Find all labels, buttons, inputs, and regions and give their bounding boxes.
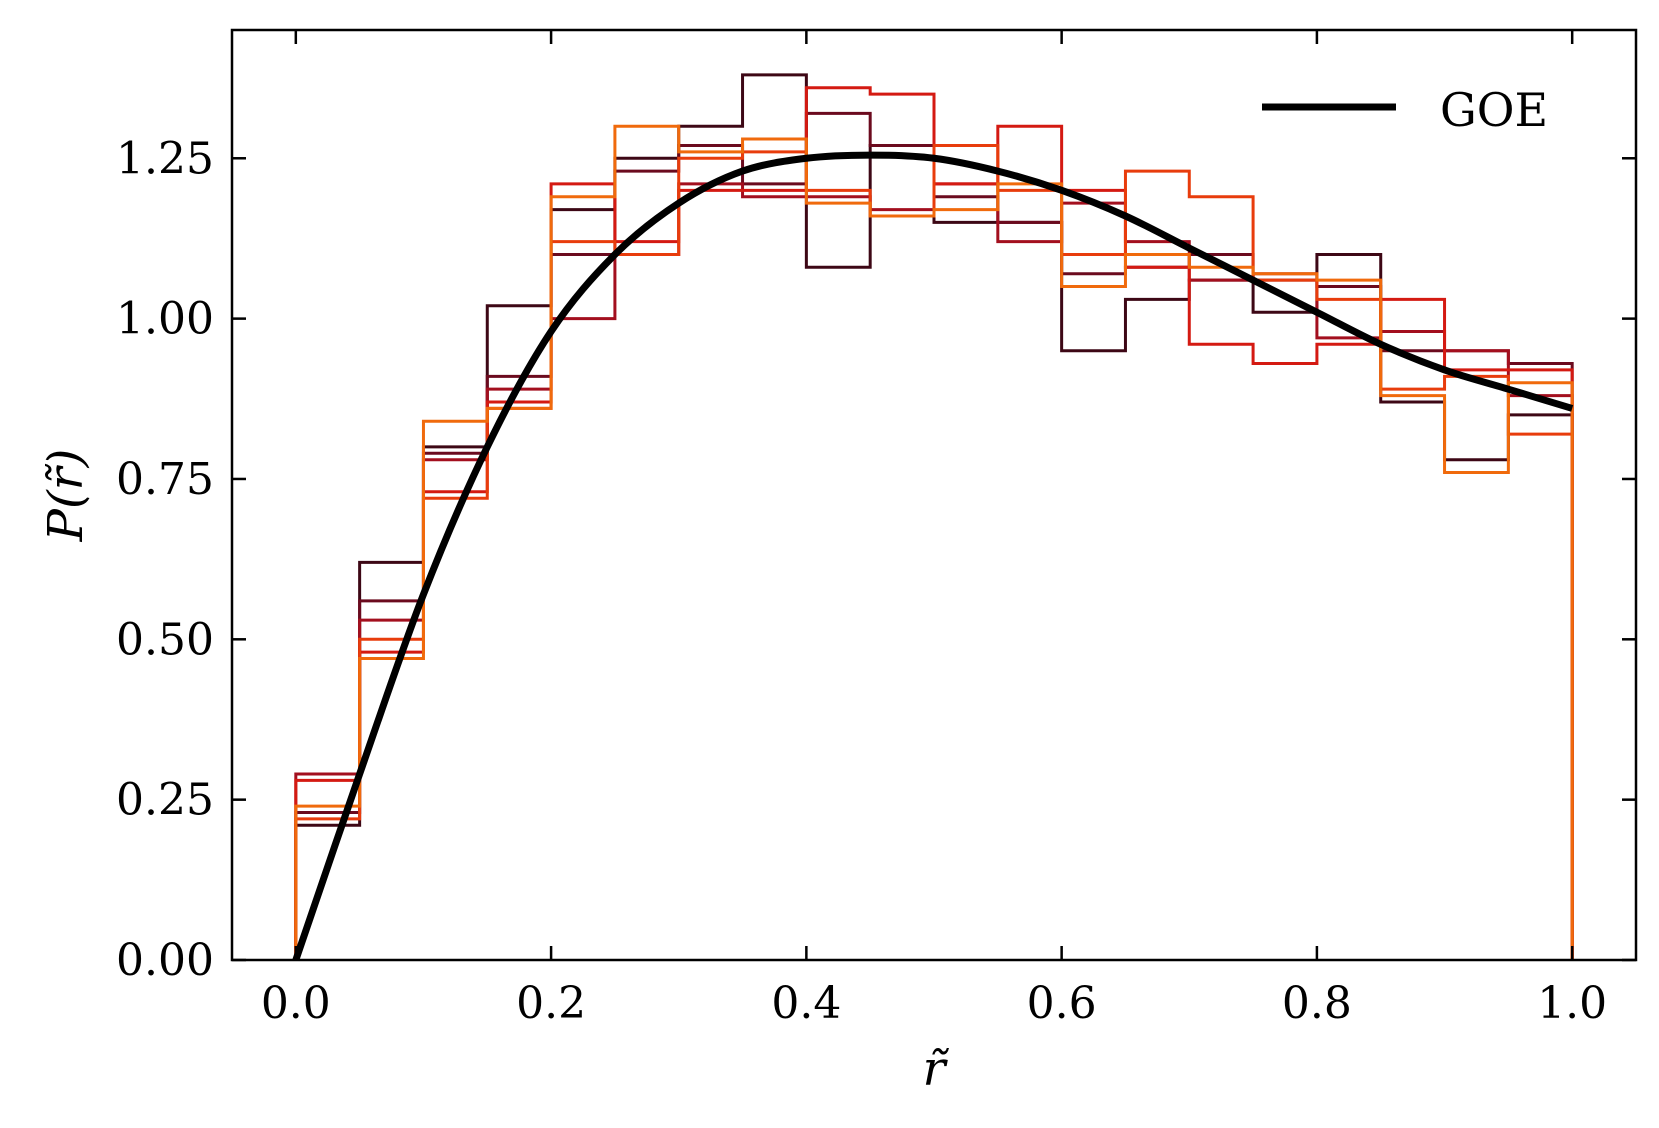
legend: GOE — [1262, 83, 1548, 137]
y-tick-label: 0.00 — [116, 935, 214, 986]
x-tick-label: 0.2 — [516, 978, 586, 1029]
x-tick-label: 0.0 — [261, 978, 331, 1029]
y-tick-label: 1.25 — [116, 133, 214, 184]
x-tick-label: 0.4 — [771, 978, 841, 1029]
x-tick-label: 1.0 — [1537, 978, 1607, 1029]
tick-group — [232, 30, 1636, 962]
legend-label-goe: GOE — [1440, 83, 1548, 137]
x-tick-label: 0.8 — [1282, 978, 1352, 1029]
tick-label-group: 0.0 0.2 0.4 0.6 0.8 1.0 0.00 0.25 0.50 0.75 1.00 1.… — [116, 133, 1607, 1029]
y-tick-label: 0.50 — [116, 614, 214, 665]
y-axis-label: P(r̃) — [38, 449, 94, 543]
x-tick-label: 0.6 — [1027, 978, 1097, 1029]
y-tick-label: 0.75 — [116, 454, 214, 505]
series-line-goe — [292, 151, 1574, 962]
plot-frame — [230, 28, 1638, 962]
y-tick-label: 0.25 — [116, 775, 214, 826]
histogram-6 — [294, 124, 1574, 960]
x-axis-label: r̃ — [923, 1041, 950, 1097]
curve-group — [292, 151, 1574, 962]
y-tick-label: 1.00 — [116, 294, 214, 345]
